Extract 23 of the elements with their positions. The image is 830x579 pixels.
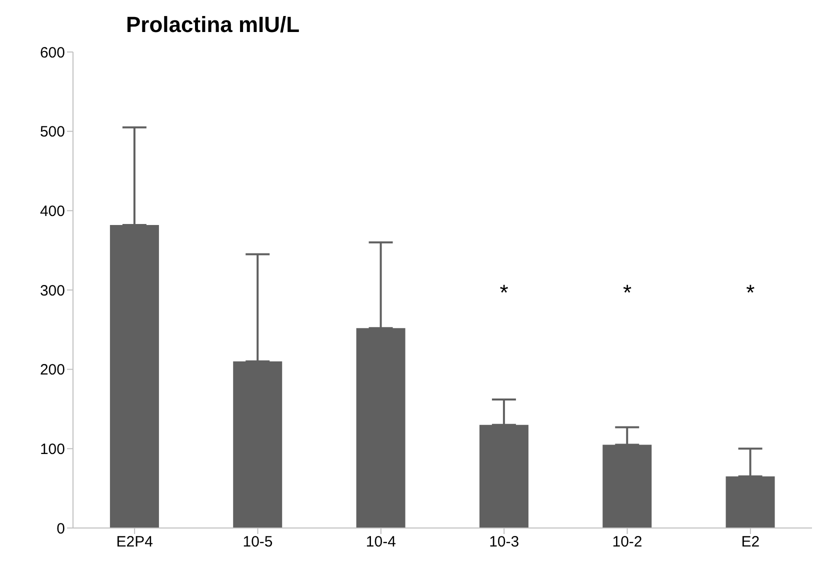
y-tick-label: 400	[40, 202, 65, 220]
y-tick-label: 100	[40, 440, 65, 458]
bar	[110, 224, 159, 528]
x-tick-label: E2P4	[116, 534, 153, 551]
y-tick-label: 300	[40, 282, 65, 300]
x-tick-label: 10-3	[489, 534, 520, 551]
bar	[726, 476, 775, 528]
bar	[602, 444, 652, 528]
x-tick-label: E2	[741, 534, 760, 551]
asterisk: *	[622, 280, 633, 306]
bar	[356, 328, 406, 528]
y-tick-label: 600	[40, 44, 65, 62]
y-tick-label: 500	[40, 124, 65, 141]
x-tick-label: 10-4	[366, 534, 396, 551]
asterisk: *	[498, 280, 510, 306]
bar	[479, 424, 528, 528]
y-tick-label: 200	[40, 362, 65, 379]
x-tick-label: 10-5	[242, 534, 273, 551]
x-tick-label: 10-2	[612, 534, 642, 551]
y-tick-label: 0	[56, 520, 65, 538]
bar	[233, 361, 282, 528]
asterisk: *	[745, 280, 756, 306]
chart-title: Prolactina mIU/L	[126, 12, 300, 38]
